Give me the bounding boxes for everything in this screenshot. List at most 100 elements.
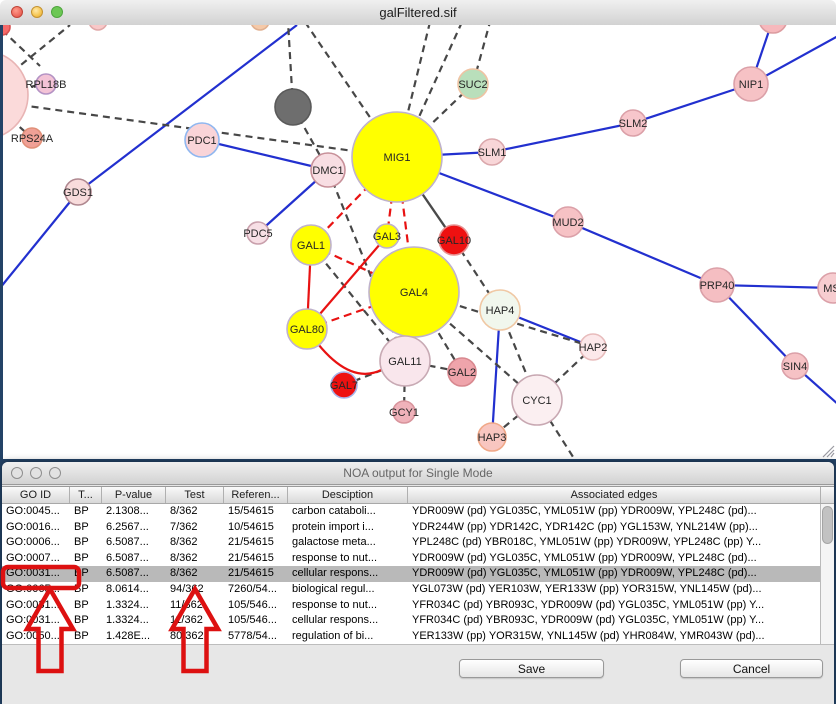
zoom-button[interactable] <box>49 467 61 479</box>
column-header[interactable]: Test <box>166 487 224 503</box>
edge-blue[interactable] <box>490 309 502 438</box>
node-gal7[interactable] <box>330 371 358 399</box>
minimize-button[interactable] <box>31 6 43 18</box>
node-suc2[interactable] <box>457 68 489 100</box>
node-pdc1[interactable] <box>184 122 220 158</box>
node-sin4[interactable] <box>781 352 809 380</box>
node-unlabeled[interactable] <box>274 88 312 126</box>
minimize-button[interactable] <box>30 467 42 479</box>
node-cyc1[interactable] <box>511 374 563 426</box>
column-header[interactable]: Associated edges <box>408 487 821 503</box>
column-header[interactable]: T... <box>70 487 102 503</box>
table-row[interactable]: GO:0031... BP 6.5087... 8/362 21/54615 cellul… <box>2 566 820 582</box>
node-label: SLM2 <box>619 118 648 130</box>
node-gal10[interactable] <box>438 224 470 256</box>
edge-dash[interactable] <box>471 25 491 85</box>
node-mig1[interactable] <box>351 111 443 203</box>
table-row[interactable]: GO:0031... BP 1.3324... 11/362 105/546... cel… <box>2 613 820 629</box>
edge-blue[interactable] <box>716 283 834 290</box>
edge-blue[interactable] <box>0 191 79 289</box>
node-gal3[interactable] <box>374 223 400 249</box>
edge-blue[interactable] <box>201 138 329 172</box>
table-row[interactable]: GO:0007... BP 6.5087... 8/362 21/54615 respon… <box>2 551 820 567</box>
column-header[interactable]: GO ID <box>2 487 70 503</box>
node-unlabeled[interactable] <box>759 25 787 34</box>
column-header[interactable]: Referen... <box>224 487 288 503</box>
results-table: GO ID T... P-value Test Referen... Desciption… <box>2 486 834 645</box>
table-cell: 7/362 <box>170 520 198 533</box>
network-canvas[interactable]: RPL18B RPS24A GDS1 PDC1 DMC1 PDC5 MIG1 SUC2 SLM1… <box>0 25 836 459</box>
noa-window-title: NOA output for Single Mode <box>343 466 493 480</box>
noa-output-window: NOA output for Single Mode GO ID T... P-va… <box>2 462 834 704</box>
node-mud2[interactable] <box>552 206 584 238</box>
table-body: GO:0045... BP 2.1308... 8/362 15/54615 carbon… <box>2 504 820 644</box>
edge-dash[interactable] <box>413 290 594 349</box>
node-hap3[interactable] <box>477 422 507 452</box>
node-label: CYC1 <box>522 395 551 407</box>
node-hap2[interactable] <box>579 333 607 361</box>
table-cell: 11/362 <box>170 598 203 611</box>
edge-dash[interactable] <box>1 29 41 67</box>
node-label: GAL4 <box>400 287 428 299</box>
edge-blue[interactable] <box>567 220 718 287</box>
table-cell: 6.5087... <box>106 551 149 564</box>
table-row[interactable]: GO:0065... BP 8.0614... 94/362 7260/54... bio… <box>2 582 820 598</box>
node-label: GDS1 <box>63 187 93 199</box>
column-header[interactable]: Desciption <box>288 487 408 503</box>
node-unlabeled[interactable] <box>0 51 29 139</box>
network-title-bar[interactable]: galFiltered.sif <box>0 0 836 26</box>
node-gal1[interactable] <box>290 224 332 266</box>
table-cell: YER133W (pp) YOR315W, YNL145W (pd) YHR08… <box>412 629 765 642</box>
node-label: PDC1 <box>187 135 216 147</box>
node-rpl18b[interactable] <box>35 73 57 95</box>
table-row[interactable]: GO:0045... BP 2.1308... 8/362 15/54615 carbon… <box>2 504 820 520</box>
save-button[interactable]: Save <box>459 659 604 678</box>
node-label: GCY1 <box>389 407 419 419</box>
node-unlabeled[interactable] <box>89 25 107 31</box>
cancel-button[interactable]: Cancel <box>680 659 823 678</box>
node-slm2[interactable] <box>619 109 647 137</box>
table-header-row: GO ID T... P-value Test Referen... Desciption… <box>2 487 834 504</box>
edge-blue[interactable] <box>716 284 796 367</box>
node-unlabeled[interactable] <box>251 25 269 31</box>
table-cell: protein import i... <box>292 520 374 533</box>
table-cell: 6.2567... <box>106 520 149 533</box>
vertical-scrollbar[interactable] <box>820 504 834 644</box>
node-gal11[interactable] <box>379 335 431 387</box>
scrollbar-thumb[interactable] <box>822 506 833 544</box>
node-gal80[interactable] <box>286 308 328 350</box>
node-msi[interactable] <box>817 272 836 304</box>
table-row[interactable]: GO:0006... BP 6.5087... 8/362 21/54615 galact… <box>2 535 820 551</box>
table-cell: YPL248C (pd) YBR018C, YML051W (pp) YDR00… <box>412 536 762 549</box>
noa-title-bar[interactable]: NOA output for Single Mode <box>2 462 834 485</box>
table-row[interactable]: GO:0016... BP 6.2567... 7/362 10/54615 protei… <box>2 520 820 536</box>
node-gcy1[interactable] <box>392 400 416 424</box>
table-cell: GO:0031... <box>6 598 60 611</box>
node-label: GAL80 <box>290 324 324 336</box>
table-cell: 21/54615 <box>228 567 274 580</box>
node-dmc1[interactable] <box>310 152 346 188</box>
table-cell: GO:0007... <box>6 551 60 564</box>
node-nip1[interactable] <box>733 66 769 102</box>
table-cell: GO:0006... <box>6 536 60 549</box>
edge-blue[interactable] <box>632 82 752 125</box>
column-header-spacer <box>821 487 834 503</box>
node-slm1[interactable] <box>478 138 506 166</box>
column-header[interactable]: P-value <box>102 487 166 503</box>
table-row[interactable]: GO:0031... BP 1.3324... 11/362 105/546... res… <box>2 598 820 614</box>
edge-blue[interactable] <box>491 121 634 154</box>
node-gal2[interactable] <box>447 357 477 387</box>
edge-blue[interactable] <box>77 25 298 193</box>
close-button[interactable] <box>11 6 23 18</box>
node-gds1[interactable] <box>64 178 92 206</box>
table-row[interactable]: GO:0050... BP 1.428E... 80/362 5778/54... reg… <box>2 629 820 644</box>
zoom-button[interactable] <box>51 6 63 18</box>
node-prp40[interactable] <box>699 267 735 303</box>
node-hap4[interactable] <box>479 289 521 331</box>
node-rps24a[interactable] <box>21 127 43 149</box>
edge-reddash[interactable] <box>395 156 416 293</box>
table-cell: BP <box>74 536 89 549</box>
node-label: HAP4 <box>486 305 515 317</box>
node-pdc5[interactable] <box>246 221 270 245</box>
close-button[interactable] <box>11 467 23 479</box>
